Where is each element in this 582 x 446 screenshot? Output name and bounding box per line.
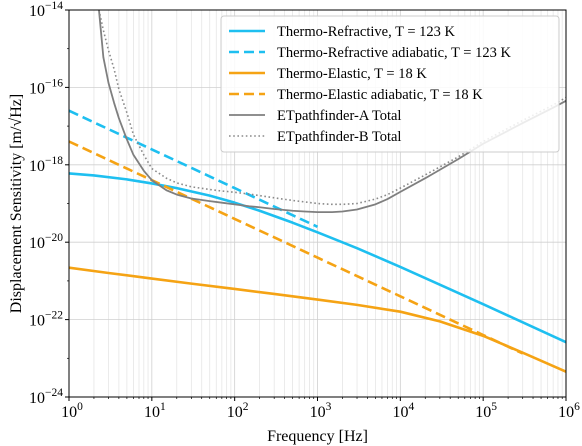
- legend-label: ETpathfinder-B Total: [277, 129, 401, 145]
- legend-label: Thermo-Refractive adiabatic, T = 123 K: [277, 45, 511, 61]
- tick-marks: [65, 9, 567, 401]
- y-tick-label: 10−24: [29, 387, 63, 407]
- series-line-4: [69, 140, 524, 355]
- x-tick-label: 106: [558, 401, 580, 421]
- y-tick-label: 10−18: [29, 155, 63, 175]
- y-tick-label: 10−16: [29, 77, 63, 97]
- y-tick-label: 10−20: [29, 232, 63, 252]
- legend-label: Thermo-Elastic, T = 18 K: [277, 66, 427, 82]
- legend: Thermo-Refractive, T = 123 K Thermo-Refra…: [220, 15, 560, 153]
- series-line-5: [98, 10, 566, 213]
- legend-label: Thermo-Elastic adiabatic, T = 18 K: [277, 87, 483, 103]
- y-tick-label: 10−22: [29, 310, 63, 330]
- legend-label: Thermo-Refractive, T = 123 K: [277, 24, 455, 40]
- series-line-1: [69, 172, 566, 344]
- x-tick-label: 104: [392, 401, 414, 421]
- x-tick-label: 102: [227, 401, 249, 421]
- x-tick-label: 103: [310, 401, 332, 421]
- y-axis-title: Displacement Sensitivity [m/√Hz]: [8, 94, 25, 313]
- series-line-2: [69, 109, 319, 228]
- x-axis-title: Frequency [Hz]: [267, 428, 368, 445]
- x-tick-label: 105: [475, 401, 497, 421]
- y-tick-labels: 10−24 10−22 10−20 10−18 10−16 10−14: [29, 0, 63, 407]
- x-tick-label: 100: [61, 401, 83, 421]
- plot-series: [69, 10, 566, 373]
- x-tick-labels: 100 101 102 103 104 105 106: [61, 401, 580, 421]
- series-line-6: [98, 10, 566, 206]
- x-tick-label: 101: [144, 401, 166, 421]
- legend-box: [220, 15, 560, 153]
- legend-label: ETpathfinder-A Total: [277, 108, 401, 124]
- y-tick-label: 10−14: [29, 0, 63, 20]
